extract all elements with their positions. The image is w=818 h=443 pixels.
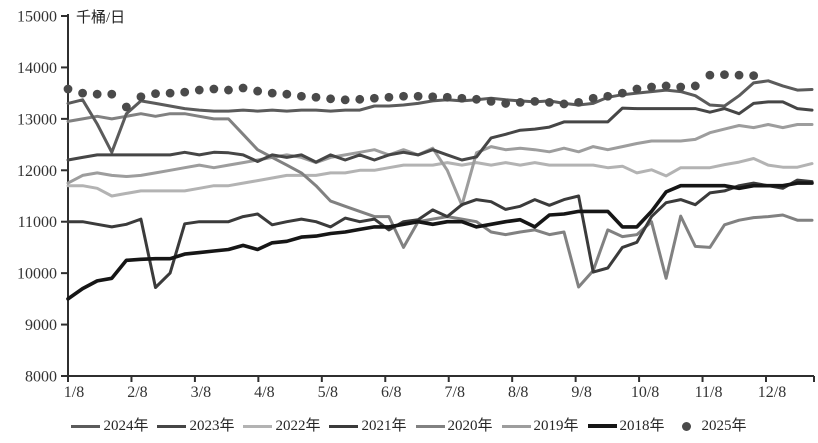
y-axis-tick-label: 9000: [25, 317, 57, 334]
series-2021年-line: [66, 178, 814, 289]
legend-item-2023年: 2023年: [157, 417, 235, 434]
legend-line-marker: [71, 424, 101, 428]
legend-item-2024年: 2024年: [71, 417, 149, 434]
axes: 8000 9000 10000 11000 12000 13000 14000 15000 1/…: [17, 9, 815, 401]
x-axis-tick-label: 11/8: [695, 384, 723, 401]
legend-label: 2020年: [447, 417, 493, 434]
legend-line-marker: [157, 424, 187, 428]
x-axis-tick-label: 9/8: [571, 384, 591, 401]
x-axis-tick-label: 1/8: [64, 384, 84, 401]
x-axis-tick-label: 5/8: [318, 384, 338, 401]
legend-line-marker: [243, 424, 273, 428]
series-2025年-dots: [63, 70, 759, 112]
legend-item-2022年: 2022年: [243, 417, 321, 434]
legend-item-2019年: 2019年: [501, 417, 579, 434]
series-2024年-line: [66, 79, 814, 154]
legend-label: 2021年: [361, 417, 407, 434]
legend-line-marker: [587, 424, 617, 428]
y-axis-tick-label: 13000: [17, 111, 57, 128]
legend-label: 2023年: [189, 417, 235, 434]
x-axis-tick-label: 3/8: [191, 384, 211, 401]
series-2018年-line: [66, 181, 814, 301]
y-axis-tick-label: 14000: [17, 60, 57, 77]
series-2020年-line: [66, 112, 814, 289]
plot-area: 8000 9000 10000 11000 12000 13000 14000 15000 1/…: [17, 9, 815, 401]
series-lines: [63, 70, 814, 301]
legend-label: 2018年: [619, 417, 665, 434]
legend-item-2020年: 2020年: [415, 417, 493, 434]
legend-item-2018年: 2018年: [587, 417, 665, 434]
legend-item-2025年: 2025年: [674, 417, 747, 434]
legend-label: 2022年: [275, 417, 321, 434]
legend-label: 2025年: [701, 417, 747, 434]
x-axis-tick-label: 7/8: [445, 384, 465, 401]
legend-dot-marker: [681, 421, 691, 431]
x-axis-tick-label: 10/8: [631, 384, 659, 401]
x-axis-tick-label: 6/8: [381, 384, 401, 401]
series-2023年-line: [66, 100, 814, 164]
y-axis-tick-label: 11000: [18, 214, 57, 231]
series-2022年-line: [66, 157, 814, 198]
y-axis-tick-label: 8000: [25, 369, 57, 386]
legend-line-marker: [329, 424, 359, 428]
y-axis-unit-label: 千桶/日: [76, 9, 125, 26]
legend-line-marker: [415, 424, 445, 428]
x-axis-tick-label: 12/8: [758, 384, 786, 401]
x-axis-tick-label: 2/8: [127, 384, 147, 401]
y-axis-tick-label: 10000: [17, 266, 57, 283]
x-axis-tick-label: 4/8: [254, 384, 274, 401]
y-axis-tick-label: 12000: [17, 163, 57, 180]
legend-line-marker: [501, 424, 531, 428]
chart-legend: 2024年 2023年 2022年 2021年 2020年 2019年 2018年 2025年: [0, 412, 818, 440]
y-axis-tick-label: 15000: [17, 9, 57, 26]
x-axis-tick-label: 8/8: [508, 384, 528, 401]
legend-label: 2019年: [533, 417, 579, 434]
legend-label: 2024年: [103, 417, 149, 434]
series-2019年-line: [66, 123, 814, 207]
legend-item-2021年: 2021年: [329, 417, 407, 434]
